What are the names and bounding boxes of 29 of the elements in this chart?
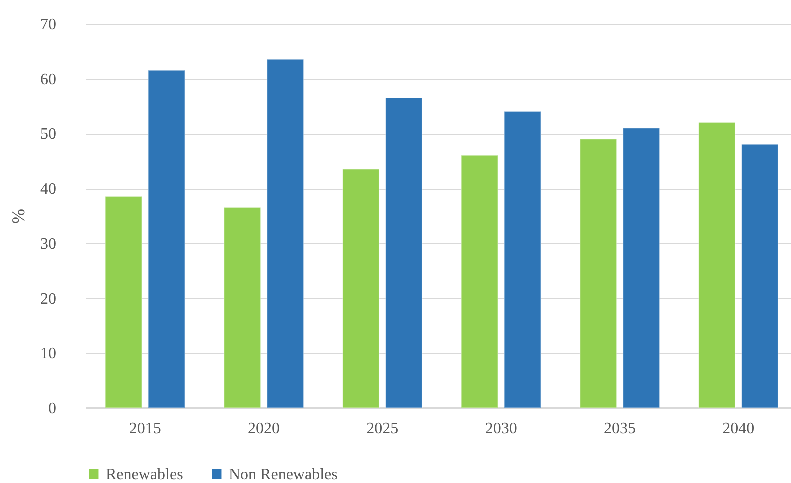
x-tick-label: 2025 <box>366 420 399 438</box>
y-tick-label: 30 <box>40 236 56 253</box>
y-tick-label: 0 <box>48 400 56 418</box>
bar <box>385 98 423 408</box>
y-tick-label: 50 <box>40 126 56 144</box>
bar <box>622 128 660 408</box>
x-tick-label: 2020 <box>248 420 280 438</box>
bar <box>698 122 736 408</box>
x-tick-label: 2035 <box>604 420 636 438</box>
y-axis-title: % <box>8 209 28 224</box>
bar <box>148 70 186 408</box>
bar <box>580 138 618 408</box>
y-tick-label: 40 <box>40 181 56 198</box>
y-tick-label: 20 <box>40 290 56 308</box>
bar <box>504 111 542 408</box>
x-tick-label: 2015 <box>129 420 162 438</box>
legend-label: Non Renewables <box>229 466 338 483</box>
bar <box>741 144 779 408</box>
legend-label: Renewables <box>106 466 184 483</box>
x-tick-label: 2040 <box>722 420 755 438</box>
bar <box>266 59 304 408</box>
bar <box>342 168 380 408</box>
bar <box>224 207 262 408</box>
bar <box>461 155 499 408</box>
x-tick-label: 2030 <box>485 420 518 438</box>
y-tick-label: 70 <box>40 16 56 34</box>
bar <box>105 196 143 408</box>
y-tick-label: 60 <box>40 71 56 88</box>
y-tick-label: 10 <box>40 346 56 363</box>
